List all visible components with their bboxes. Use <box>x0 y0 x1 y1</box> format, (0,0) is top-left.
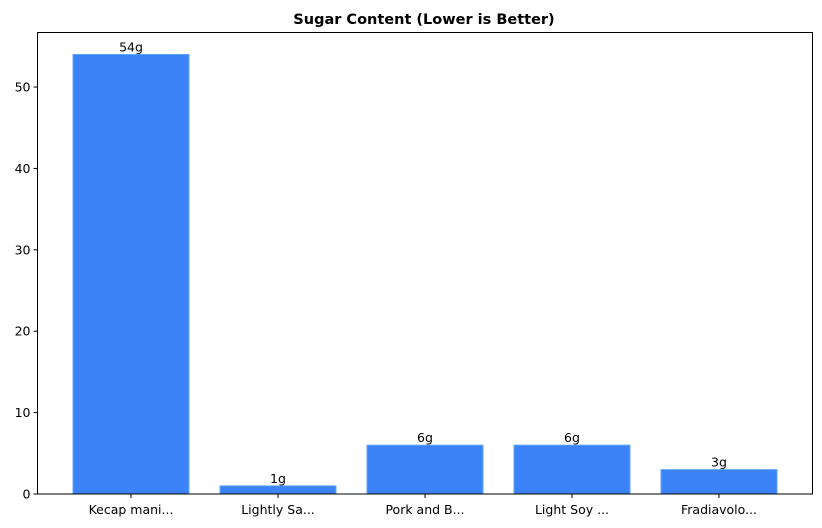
bar <box>660 469 778 495</box>
bar-value-label: 54g <box>119 39 143 54</box>
bar <box>219 485 337 495</box>
x-tick-label: Lightly Sa... <box>241 502 315 517</box>
y-tick-label: 30 <box>15 242 31 257</box>
y-axis: 0 10 20 30 40 50 <box>15 80 38 502</box>
y-tick-label: 20 <box>15 324 31 339</box>
bar <box>366 444 484 495</box>
y-tick-label: 50 <box>15 80 31 95</box>
bar-value-label: 1g <box>270 471 286 486</box>
chart-title: Sugar Content (Lower is Better) <box>293 12 554 28</box>
x-axis: Kecap mani... Lightly Sa... Pork and B... L… <box>89 494 757 517</box>
bars-group <box>72 53 778 495</box>
bar-value-label: 6g <box>564 430 580 445</box>
x-tick-label: Light Soy ... <box>535 502 609 517</box>
y-tick-label: 40 <box>15 161 31 176</box>
x-tick-label: Kecap mani... <box>89 502 174 517</box>
bar <box>513 444 631 495</box>
y-tick-label: 0 <box>23 487 31 502</box>
bar <box>72 53 190 495</box>
x-tick-label: Pork and B... <box>385 502 464 517</box>
plot-frame <box>37 32 813 495</box>
bar-value-labels: 54g 1g 6g 6g 3g <box>119 39 727 485</box>
bar-value-label: 6g <box>417 430 433 445</box>
x-tick-label: Fradiavolo... <box>681 502 757 517</box>
y-tick-label: 10 <box>15 405 31 420</box>
bar-value-label: 3g <box>711 455 727 470</box>
